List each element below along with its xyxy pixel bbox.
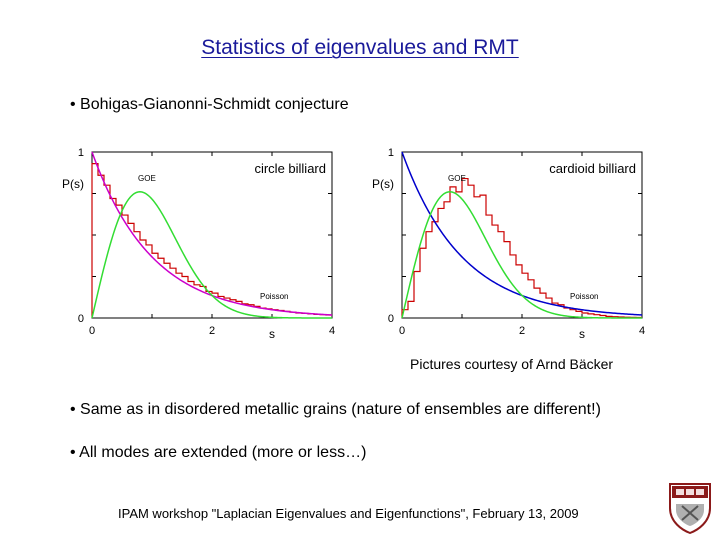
bullet-extended-modes: • All modes are extended (more or less…) <box>70 444 367 461</box>
goe-series <box>401 191 642 319</box>
x-axis-label: s <box>579 327 585 341</box>
y-tick-label: 0 <box>78 313 84 325</box>
goe-label: GOE <box>448 174 466 183</box>
y-tick-label: 1 <box>388 147 394 159</box>
footer-text: IPAM workshop "Laplacian Eigenvalues and… <box>118 506 579 521</box>
poisson-series <box>91 151 333 316</box>
y-axis-label: P(s) <box>372 177 394 191</box>
poisson-label: Poisson <box>260 292 288 301</box>
histogram-series <box>401 177 642 319</box>
y-tick-label: 0 <box>388 313 394 325</box>
plot-circle-billiard: 0 2 4 0 1 P(s) s circle billiard GOE Poisson <box>62 147 335 341</box>
y-axis-label: P(s) <box>62 177 84 191</box>
university-crest-logo <box>669 483 711 534</box>
x-tick-label: 2 <box>519 325 525 337</box>
plot-title: cardioid billiard <box>549 161 636 176</box>
x-tick-label: 2 <box>209 325 215 337</box>
x-axis-label: s <box>269 327 275 341</box>
x-tick-label: 4 <box>329 325 335 337</box>
x-tick-label: 0 <box>89 325 95 337</box>
x-tick-label: 4 <box>639 325 645 337</box>
bullet-metallic-grains: • Same as in disordered metallic grains … <box>70 401 601 418</box>
plot-cardioid-billiard: 0 2 4 0 1 P(s) s cardioid billiard GOE Poisson <box>372 147 645 341</box>
y-tick-label: 1 <box>78 147 84 159</box>
goe-series <box>91 191 332 319</box>
x-tick-label: 0 <box>399 325 405 337</box>
bullet-bgs-conjecture: • Bohigas-Gianonni-Schmidt conjecture <box>70 96 349 113</box>
plot-title: circle billiard <box>254 161 326 176</box>
poisson-series <box>401 151 643 316</box>
slide-title: Statistics of eigenvalues and RMT <box>201 36 519 59</box>
image-credit: Pictures courtesy of Arnd Bäcker <box>410 356 614 372</box>
goe-label: GOE <box>138 174 156 183</box>
plot-frame <box>401 151 643 319</box>
poisson-label: Poisson <box>570 292 598 301</box>
